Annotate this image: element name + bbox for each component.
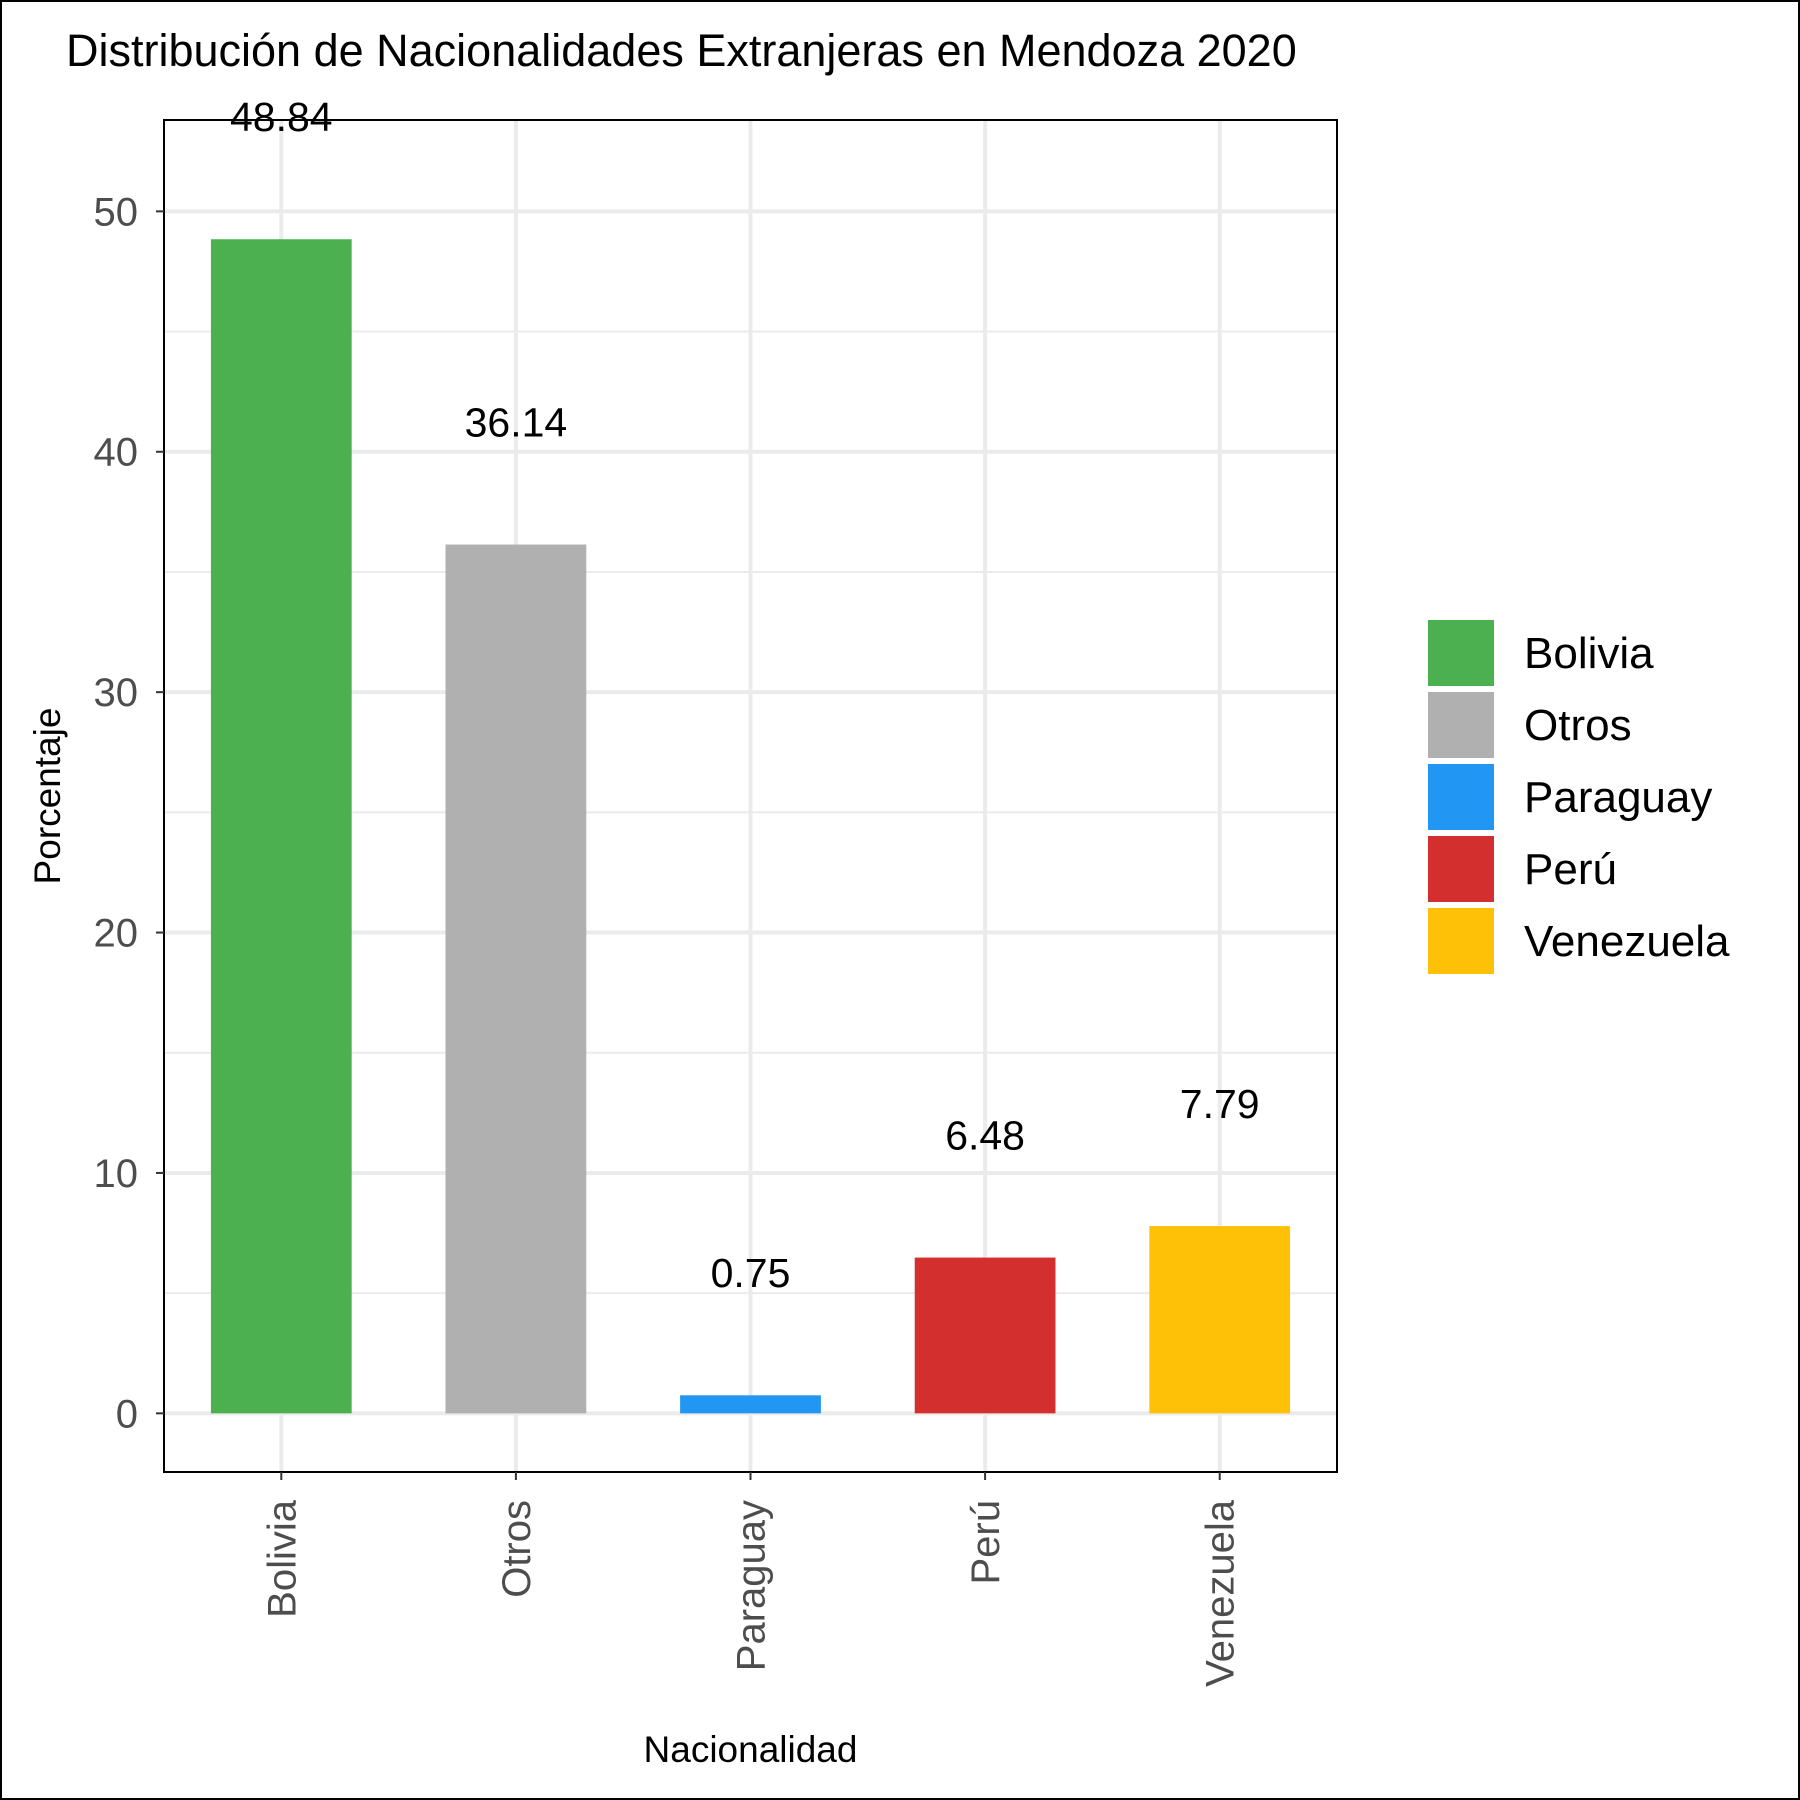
legend-label: Paraguay: [1524, 773, 1712, 822]
y-tick-label: 20: [94, 912, 139, 956]
bar-paraguay: [680, 1395, 821, 1414]
legend: Bolivia Otros Paraguay Perú Venezuela: [1428, 620, 1730, 974]
bar-venezuela: [1149, 1226, 1291, 1414]
x-tick-label: Otros: [495, 1500, 539, 1598]
legend-label: Perú: [1524, 845, 1617, 894]
legend-key-paraguay: [1428, 764, 1494, 830]
bar-perú: [914, 1257, 1056, 1414]
x-tick-label: Perú: [964, 1500, 1008, 1585]
x-tick-label: Paraguay: [730, 1500, 774, 1671]
legend-label: Bolivia: [1524, 629, 1654, 678]
x-axis-title: Nacionalidad: [644, 1729, 858, 1770]
x-tick-label: Venezuela: [1199, 1499, 1243, 1687]
plot-area: 48.84 36.14 0.75 6.48 7.79 0 10 20 30 40 50 Bolivia…: [94, 94, 1338, 1687]
legend-label: Otros: [1524, 701, 1632, 750]
legend-key-venezuela: [1428, 908, 1494, 974]
legend-label: Venezuela: [1524, 917, 1730, 966]
chart-title: Distribución de Nacionalidades Extranjer…: [66, 25, 1297, 76]
x-tick-label: Bolivia: [260, 1499, 304, 1618]
y-axis-title: Porcentaje: [27, 708, 68, 885]
legend-key-perú: [1428, 836, 1494, 902]
data-label: 36.14: [465, 399, 568, 445]
legend-key-bolivia: [1428, 620, 1494, 686]
y-tick-label: 30: [94, 671, 139, 715]
data-label: 6.48: [945, 1112, 1025, 1158]
y-tick-label: 0: [116, 1392, 138, 1436]
data-label: 48.84: [230, 94, 333, 140]
y-tick-label: 40: [94, 431, 139, 475]
data-label: 0.75: [711, 1250, 791, 1296]
bar-bolivia: [210, 239, 352, 1414]
bar-otros: [445, 544, 587, 1414]
data-label: 7.79: [1180, 1081, 1260, 1127]
y-tick-label: 10: [94, 1152, 139, 1196]
legend-key-otros: [1428, 692, 1494, 758]
y-tick-label: 50: [94, 190, 139, 234]
